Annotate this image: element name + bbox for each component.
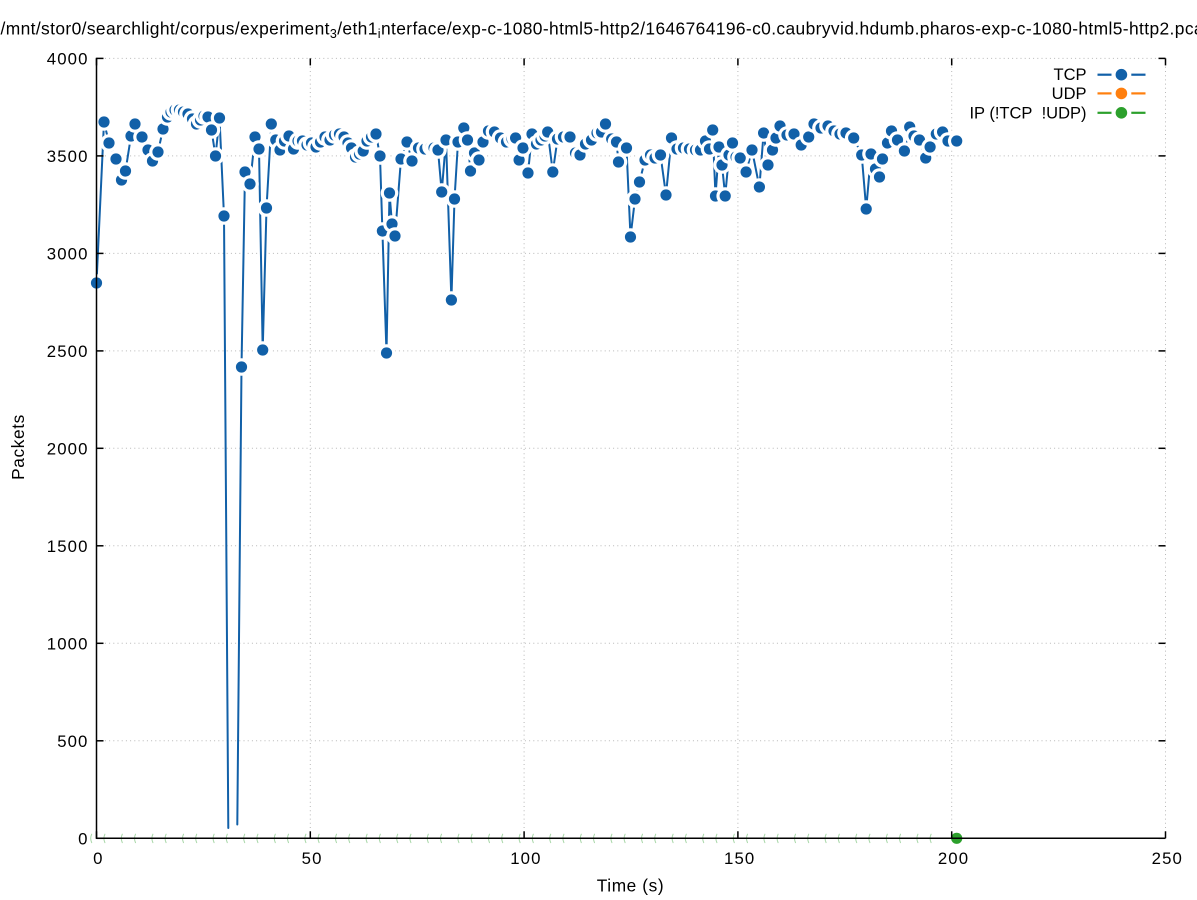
svg-text:50: 50 [302,849,323,868]
svg-text:3000: 3000 [47,244,89,263]
svg-text:250: 250 [1152,849,1183,868]
svg-text:0: 0 [78,829,88,848]
svg-text:150: 150 [724,849,755,868]
svg-text:100: 100 [510,849,541,868]
svg-text:0: 0 [93,849,103,868]
svg-text:IP (!TCP !UDP): IP (!TCP !UDP) [969,104,1086,122]
svg-text:3500: 3500 [47,147,89,166]
svg-text:1000: 1000 [47,634,89,653]
svg-text:4000: 4000 [47,49,89,68]
svg-text:1500: 1500 [47,537,89,556]
svg-text:TCP: TCP [1054,66,1087,84]
svg-text:500: 500 [57,732,88,751]
svg-text:Time (s): Time (s) [597,875,665,895]
svg-text:200: 200 [938,849,969,868]
svg-text:Packets: Packets [8,414,28,480]
svg-text:/mnt/stor0/searchlight/corpus/: /mnt/stor0/searchlight/corpus/experiment… [1,19,1197,42]
svg-text:2000: 2000 [47,439,89,458]
svg-text:UDP: UDP [1052,85,1087,103]
svg-text:2500: 2500 [47,342,89,361]
